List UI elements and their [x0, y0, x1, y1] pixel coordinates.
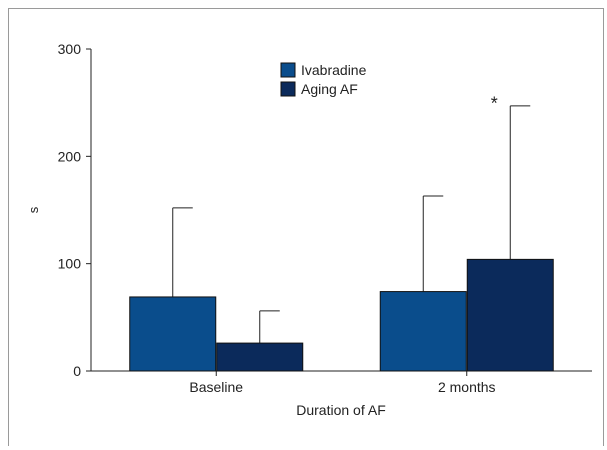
y-axis-label: s	[26, 206, 41, 213]
y-tick-label: 0	[73, 363, 81, 379]
bar	[379, 291, 467, 372]
bar	[129, 296, 217, 372]
bar	[216, 342, 304, 372]
significance-marker: *	[491, 93, 498, 113]
legend-swatch	[280, 81, 296, 97]
y-tick-label: 300	[58, 41, 82, 57]
bars: *	[129, 93, 554, 372]
x-tick-label: 2 months	[438, 379, 496, 395]
legend: Ivabradine Aging AF	[280, 62, 367, 97]
y-tick-label: 100	[58, 256, 82, 272]
legend-swatch	[280, 62, 296, 78]
chart-frame	[8, 8, 604, 446]
x-axis-label: Duration of AF	[296, 402, 386, 418]
legend-label: Aging AF	[301, 81, 358, 97]
x-tick-label: Baseline	[189, 379, 243, 395]
bar	[466, 258, 554, 372]
y-tick-label: 200	[58, 148, 82, 164]
legend-label: Ivabradine	[301, 62, 367, 78]
